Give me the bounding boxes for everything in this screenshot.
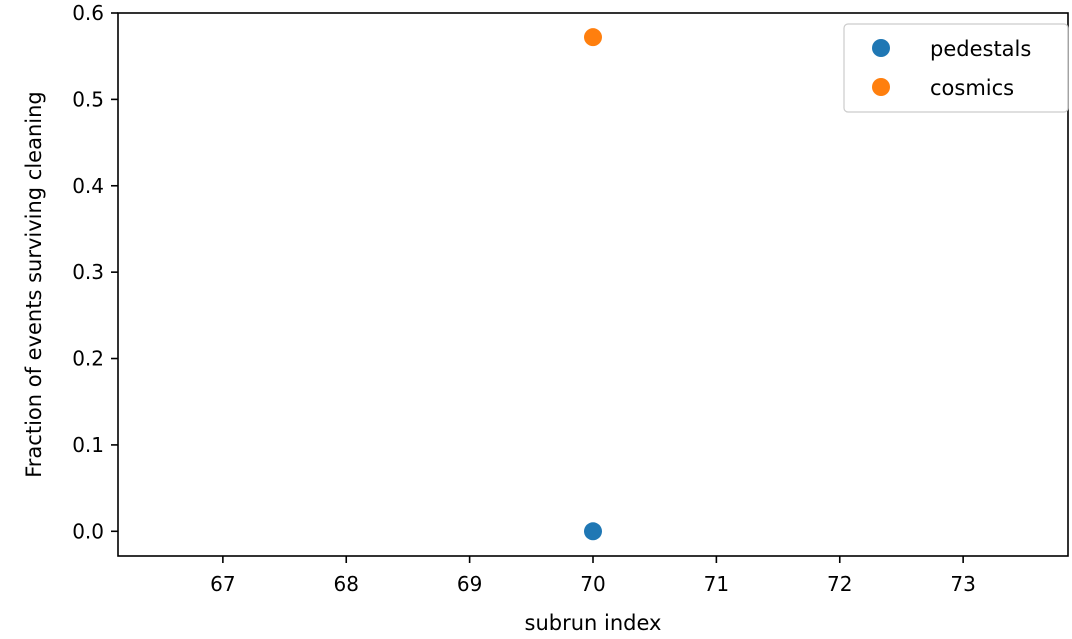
legend: pedestals cosmics xyxy=(843,23,1069,113)
legend-label-pedestals: pedestals xyxy=(930,37,1031,61)
x-tick-label: 70 xyxy=(580,572,605,596)
data-points xyxy=(584,28,602,541)
legend-marker-cosmics xyxy=(872,78,890,96)
legend-marker-pedestals xyxy=(872,39,890,57)
y-tick-label: 0.4 xyxy=(72,174,104,198)
x-tick-label: 72 xyxy=(827,572,852,596)
data-point-cosmics xyxy=(584,28,602,47)
x-tick-label: 73 xyxy=(950,572,975,596)
y-tick-label: 0.5 xyxy=(72,87,104,111)
y-axis-label: Fraction of events surviving cleaning xyxy=(22,91,46,478)
x-tick-label: 68 xyxy=(334,572,359,596)
x-tick-label: 69 xyxy=(457,572,482,596)
plot-area-frame xyxy=(117,12,1069,557)
x-tick-label: 67 xyxy=(210,572,235,596)
x-axis-ticks: 67 68 69 70 71 72 73 xyxy=(210,556,976,596)
y-tick-label: 0.6 xyxy=(72,1,104,25)
y-tick-label: 0.0 xyxy=(72,519,104,543)
legend-label-cosmics: cosmics xyxy=(930,76,1014,100)
data-point-pedestals xyxy=(584,522,602,541)
legend-entries: pedestals cosmics xyxy=(872,37,1031,100)
y-axis-ticks: 0.0 0.1 0.2 0.3 0.4 0.5 0.6 xyxy=(72,1,118,543)
y-tick-label: 0.1 xyxy=(72,433,104,457)
y-tick-label: 0.2 xyxy=(72,347,104,371)
x-tick-label: 71 xyxy=(704,572,729,596)
y-tick-label: 0.3 xyxy=(72,260,104,284)
x-axis-label: subrun index xyxy=(525,611,662,635)
legend-box xyxy=(843,23,1069,113)
